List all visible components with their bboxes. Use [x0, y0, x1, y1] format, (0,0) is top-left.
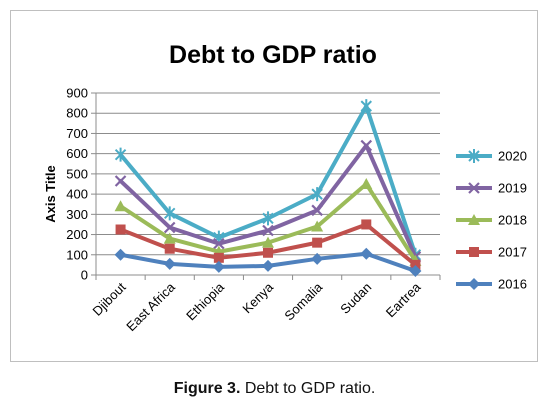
legend-item: 2016 — [456, 277, 527, 292]
series-2017 — [115, 219, 421, 270]
data-point-marker — [360, 99, 372, 114]
x-tick-label: Djibout — [89, 279, 128, 318]
figure-caption: Figure 3. Debt to GDP ratio. — [0, 380, 549, 398]
data-point-marker — [468, 278, 480, 290]
y-tick-label: 100 — [66, 247, 88, 262]
data-point-marker — [164, 206, 176, 221]
y-tick-label: 0 — [81, 268, 88, 283]
x-tick-label: Eartrea — [383, 279, 424, 320]
chart-title: Debt to GDP ratio — [169, 41, 377, 69]
data-point-marker — [212, 260, 225, 273]
data-point-marker — [360, 247, 373, 260]
data-point-marker — [213, 252, 224, 263]
data-point-marker — [410, 259, 421, 270]
legend-item: 2017 — [456, 245, 527, 260]
line-chart: Debt to GDP ratio Axis Title 0 100 200 300 4… — [43, 41, 527, 334]
legend-label: 2020 — [498, 149, 527, 164]
data-point-marker — [361, 219, 372, 230]
caption-text: Debt to GDP ratio. — [240, 380, 376, 397]
data-point-marker — [312, 237, 323, 248]
data-point-marker — [311, 187, 323, 202]
data-point-marker — [468, 214, 480, 225]
data-point-marker — [311, 204, 323, 217]
data-point-marker — [360, 178, 373, 189]
data-point-marker — [114, 248, 127, 261]
x-tick-label: East Africa — [123, 279, 178, 334]
data-point-marker — [115, 224, 126, 235]
data-point-marker — [263, 247, 273, 258]
y-tick-label: 200 — [66, 227, 88, 242]
x-tick-label: Kenya — [239, 279, 276, 316]
data-point-marker — [262, 259, 274, 272]
data-point-marker — [262, 224, 274, 237]
series-lines — [114, 99, 422, 277]
x-tick-label: Sudan — [337, 280, 374, 317]
data-point-marker — [468, 149, 480, 163]
data-point-marker — [164, 243, 175, 254]
data-point-marker — [163, 257, 176, 270]
data-point-marker — [468, 182, 480, 194]
data-point-marker — [262, 236, 274, 248]
x-tick-label: Somalia — [281, 279, 325, 323]
y-tick-label: 700 — [66, 126, 88, 141]
data-point-marker — [163, 221, 176, 234]
data-point-marker — [469, 247, 479, 257]
y-tick-label: 600 — [66, 146, 88, 161]
data-point-marker — [409, 264, 422, 277]
chart-frame: Debt to GDP ratio Axis Title 0 100 200 300 4… — [10, 10, 538, 362]
y-tick-labels: 0 100 200 300 400 500 600 700 800 900 — [66, 86, 88, 283]
data-point-marker — [114, 200, 127, 212]
data-point-marker — [213, 237, 225, 250]
caption-label: Figure 3. — [173, 380, 241, 397]
legend-label: 2016 — [498, 277, 527, 292]
data-point-marker — [262, 211, 274, 226]
data-point-marker — [311, 220, 324, 232]
axes — [91, 92, 441, 280]
legend-item: 2020 — [456, 149, 527, 164]
x-tick-label: Ethiopia — [183, 279, 227, 323]
data-point-marker — [163, 232, 176, 244]
data-point-marker — [114, 175, 127, 187]
legend-label: 2019 — [498, 181, 527, 196]
legend: 2020 2019 2018 2017 2016 — [456, 149, 527, 292]
data-point-marker — [311, 252, 324, 265]
legend-label: 2017 — [498, 245, 527, 260]
y-tick-label: 300 — [66, 207, 88, 222]
legend-label: 2018 — [498, 213, 527, 228]
data-point-marker — [360, 139, 373, 152]
y-tick-label: 800 — [66, 106, 88, 121]
data-point-marker — [114, 147, 127, 162]
legend-item: 2018 — [456, 213, 527, 228]
y-axis-title: Axis Title — [43, 165, 58, 223]
legend-item: 2019 — [456, 181, 527, 196]
y-tick-label: 400 — [66, 187, 88, 202]
series-2016 — [114, 247, 422, 277]
y-tick-label: 900 — [66, 86, 88, 101]
y-tick-label: 500 — [66, 166, 88, 181]
